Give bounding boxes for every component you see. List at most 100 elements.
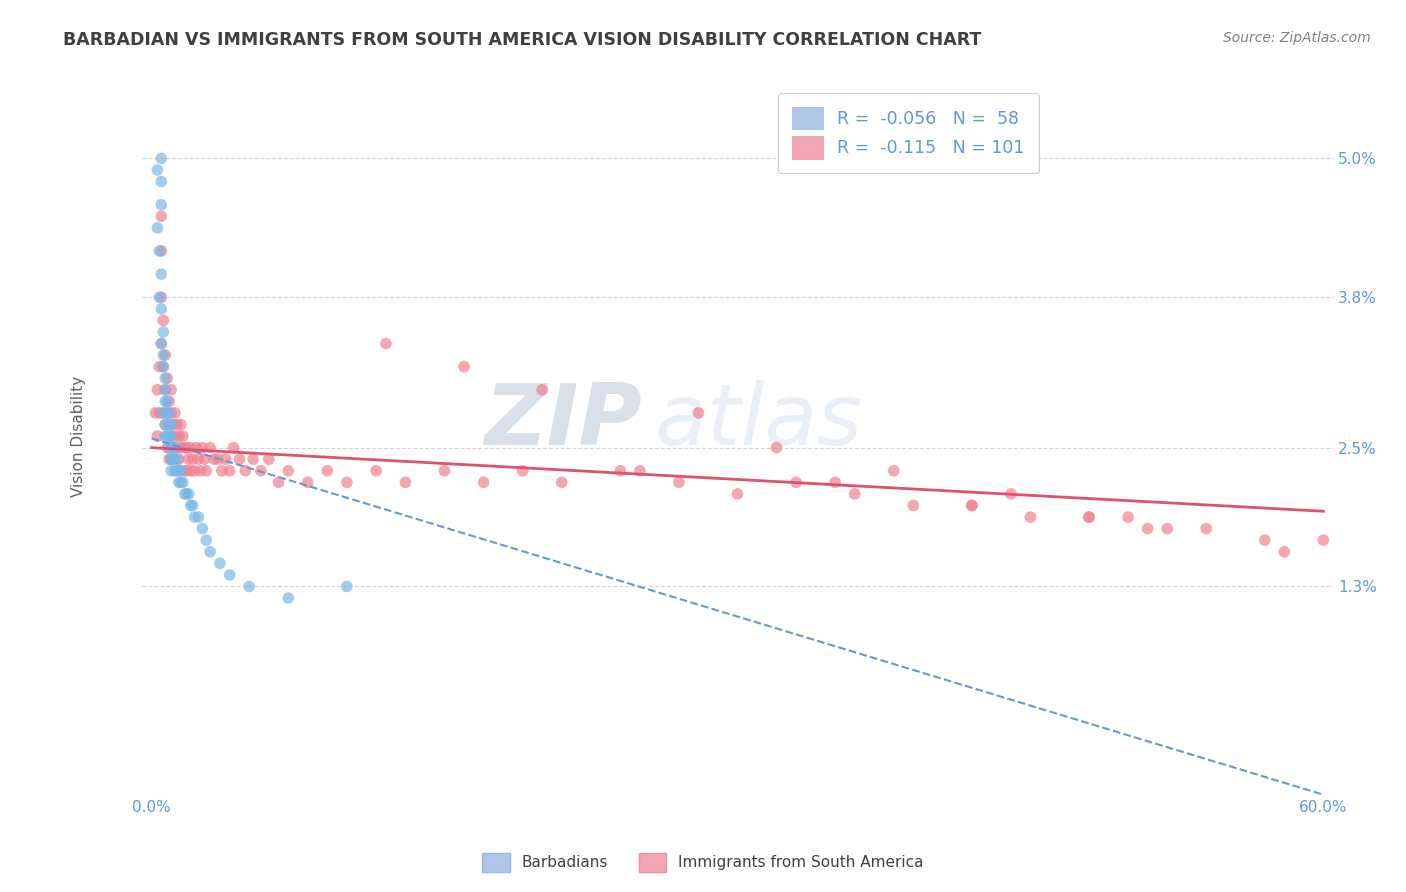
Point: [155, 383, 177, 397]
Point: [1078, 510, 1101, 524]
Point: [1272, 545, 1295, 559]
Point: [765, 441, 787, 455]
Y-axis label: Vision Disability: Vision Disability: [72, 376, 86, 497]
Point: [267, 475, 290, 490]
Point: [150, 336, 173, 351]
Point: [156, 406, 179, 420]
Point: [176, 441, 198, 455]
Point: [160, 452, 183, 467]
Point: [167, 452, 190, 467]
Point: [170, 417, 193, 432]
Point: [157, 417, 180, 432]
Point: [166, 464, 188, 478]
Point: [233, 464, 256, 478]
Point: [198, 545, 221, 559]
Point: [257, 452, 280, 467]
Point: [187, 452, 209, 467]
Point: [472, 475, 495, 490]
Point: [155, 371, 177, 385]
Point: [152, 313, 174, 327]
Point: [1019, 510, 1042, 524]
Point: [148, 406, 170, 420]
Point: [152, 359, 174, 374]
Point: [211, 464, 233, 478]
Point: [394, 475, 416, 490]
Point: [180, 464, 202, 478]
Text: Source: ZipAtlas.com: Source: ZipAtlas.com: [1223, 31, 1371, 45]
Point: [1000, 487, 1022, 501]
Point: [193, 452, 215, 467]
Point: [150, 244, 173, 258]
Point: [150, 267, 173, 281]
Point: [156, 429, 179, 443]
Point: [166, 452, 188, 467]
Point: [277, 591, 299, 605]
Point: [218, 464, 240, 478]
Text: BARBADIAN VS IMMIGRANTS FROM SOUTH AMERICA VISION DISABILITY CORRELATION CHART: BARBADIAN VS IMMIGRANTS FROM SOUTH AMERI…: [63, 31, 981, 49]
Point: [208, 557, 231, 571]
Point: [148, 359, 170, 374]
Point: [155, 348, 177, 362]
Point: [336, 475, 359, 490]
Point: [668, 475, 690, 490]
Point: [167, 464, 190, 478]
Point: [170, 441, 193, 455]
Point: [222, 441, 245, 455]
Point: [146, 429, 169, 443]
Point: [277, 464, 299, 478]
Point: [883, 464, 905, 478]
Point: [167, 429, 190, 443]
Text: atlas: atlas: [654, 380, 862, 463]
Point: [173, 441, 195, 455]
Point: [167, 475, 190, 490]
Point: [824, 475, 846, 490]
Point: [1116, 510, 1139, 524]
Point: [181, 499, 204, 513]
Point: [155, 383, 177, 397]
Point: [150, 152, 173, 166]
Point: [155, 429, 177, 443]
Point: [160, 452, 183, 467]
Point: [157, 406, 180, 420]
Point: [155, 394, 177, 409]
Point: [163, 406, 186, 420]
Point: [173, 464, 195, 478]
Point: [150, 336, 173, 351]
Point: [187, 510, 209, 524]
Point: [156, 441, 179, 455]
Point: [297, 475, 319, 490]
Point: [177, 452, 200, 467]
Point: [250, 464, 273, 478]
Point: [238, 579, 260, 593]
Point: [190, 464, 212, 478]
Point: [150, 301, 173, 316]
Point: [453, 359, 475, 374]
Point: [152, 348, 174, 362]
Point: [157, 441, 180, 455]
Point: [155, 417, 177, 432]
Point: [1312, 533, 1334, 548]
Point: [191, 441, 214, 455]
Point: [160, 429, 183, 443]
Point: [1078, 510, 1101, 524]
Point: [160, 406, 183, 420]
Point: [202, 452, 225, 467]
Point: [181, 452, 204, 467]
Point: [173, 487, 195, 501]
Point: [215, 452, 238, 467]
Point: [146, 220, 169, 235]
Point: [166, 417, 188, 432]
Point: [903, 499, 925, 513]
Point: [207, 452, 229, 467]
Point: [150, 175, 173, 189]
Point: [336, 579, 359, 593]
Point: [531, 383, 554, 397]
Point: [163, 429, 186, 443]
Point: [163, 441, 186, 455]
Point: [180, 441, 202, 455]
Point: [155, 417, 177, 432]
Point: [160, 383, 183, 397]
Point: [146, 383, 169, 397]
Point: [195, 533, 218, 548]
Point: [228, 452, 250, 467]
